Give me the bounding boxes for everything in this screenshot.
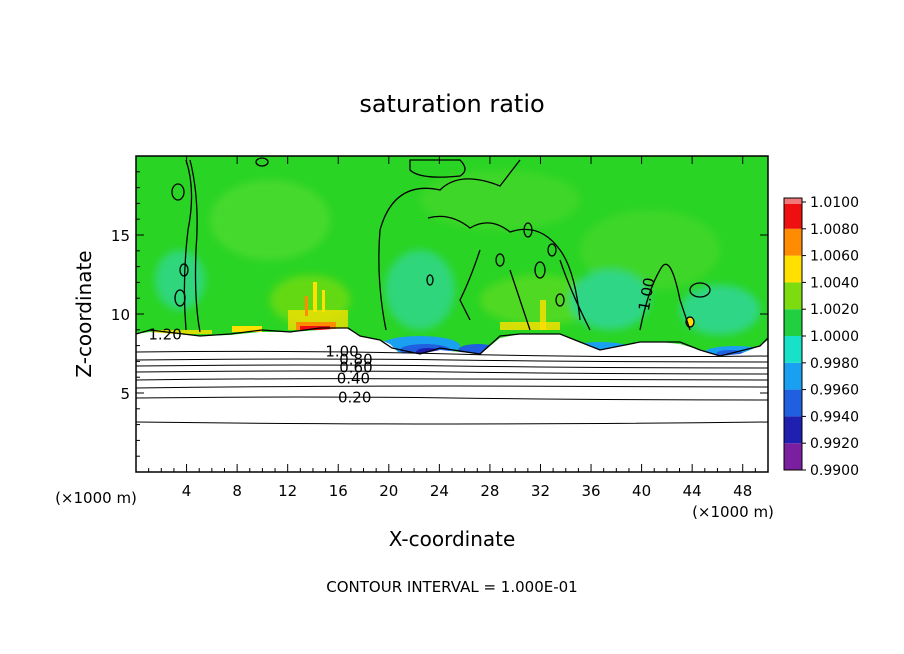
colorbar-label: 1.0060: [810, 249, 859, 265]
x-axis: 4 8 12 16 20 24 28 32 36 40 44 48: [148, 156, 756, 500]
colorbar-swatch: [784, 282, 802, 310]
colorbar-label: 0.9900: [810, 463, 859, 479]
field-texture: [155, 170, 760, 335]
x-axis-title: X-coordinate: [389, 527, 516, 551]
x-tick-label: 8: [232, 482, 242, 500]
x-tick-label: 40: [632, 482, 651, 500]
colorbar-swatch: [784, 443, 802, 470]
colorbar-label: 1.0020: [810, 302, 859, 318]
footer-note: CONTOUR INTERVAL = 1.000E-01: [326, 578, 577, 596]
colorbar-label: 0.9920: [810, 436, 859, 452]
y-tick-label: 15: [111, 227, 130, 245]
contour-label: 1.00: [325, 343, 358, 361]
cloud-contours: [136, 157, 768, 357]
colorbar-swatch: [784, 255, 802, 283]
x-tick-label: 16: [329, 482, 348, 500]
colorbar-label: 1.0080: [810, 222, 859, 238]
y-axis: 5 10 15: [111, 171, 768, 457]
colorbar-label: 0.9940: [810, 409, 859, 425]
y-tick-label: 10: [111, 306, 130, 324]
colorbar-swatch-top: [784, 198, 802, 204]
colorbar-label: 1.0000: [810, 329, 859, 345]
colorbar-frame: [783, 197, 803, 471]
x-unit-right: (×1000 m): [692, 503, 774, 521]
colorbar-swatch: [784, 336, 802, 363]
x-tick-label: 28: [480, 482, 499, 500]
colorbar-label: 0.9980: [810, 356, 859, 372]
warm-streaks: [152, 282, 694, 346]
x-tick-label: 32: [531, 482, 550, 500]
colorbar-label: 1.0040: [810, 275, 859, 291]
colorbar-swatch: [784, 362, 802, 390]
colorbar-label: 1.0100: [810, 195, 859, 211]
contour-label: 1.20: [148, 325, 181, 343]
colorbar-swatch: [784, 416, 802, 444]
contour-label: 0.80: [339, 351, 372, 369]
x-tick-label: 12: [278, 482, 297, 500]
colorbar: 0.9900 0.9920 0.9940 0.9960 0.9980 1.0000 1.00…: [783, 195, 859, 479]
colorbar-label: 0.9960: [810, 383, 859, 399]
x-unit-left: (×1000 m): [55, 489, 137, 507]
colorbar-swatch: [784, 228, 802, 256]
y-axis-title: Z-coordinate: [72, 250, 96, 377]
cloud-deck: [136, 328, 768, 472]
contour-labels: 1.201.000.800.600.400.201.00: [148, 276, 658, 406]
contour-label: 1.00: [635, 276, 659, 312]
x-tick-label: 20: [379, 482, 398, 500]
x-tick-label: 48: [733, 482, 752, 500]
plot-area: 1.201.000.800.600.400.201.00: [136, 156, 768, 472]
contour-label: 0.60: [339, 358, 372, 376]
y-tick-label: 5: [120, 385, 130, 403]
x-tick-label: 44: [683, 482, 702, 500]
contour-label: 0.40: [337, 370, 370, 388]
x-tick-label: 4: [182, 482, 192, 500]
x-tick-label: 36: [581, 482, 600, 500]
contour-label: 0.20: [338, 388, 371, 406]
colorbar-swatch: [784, 309, 802, 336]
contour-lines: [136, 350, 768, 425]
chart-title: saturation ratio: [359, 90, 544, 118]
colorbar-swatch: [784, 202, 802, 229]
x-tick-label: 24: [430, 482, 449, 500]
colorbar-swatch: [784, 389, 802, 417]
